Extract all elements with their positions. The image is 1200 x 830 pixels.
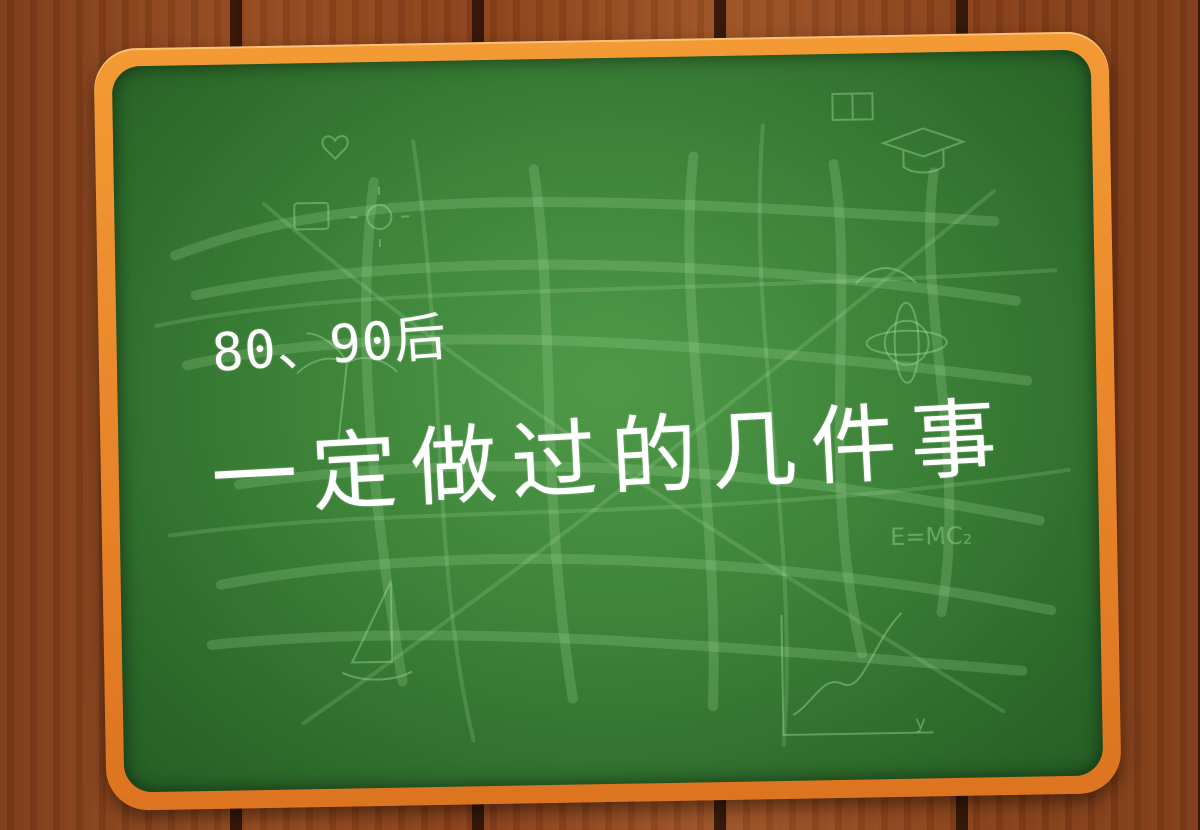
graduation-cap-doodle — [880, 127, 967, 174]
sun-doodle — [366, 203, 393, 230]
graph-axes-doodle — [780, 614, 934, 736]
tree-doodle — [296, 332, 398, 443]
chalk-smudges — [154, 92, 1071, 747]
axis-label-doodle: y — [915, 712, 927, 734]
chalkboard-surface: E=MC₂ y 80、90后 一定做过的几件事 — [111, 49, 1104, 793]
chalkboard-frame: E=MC₂ y 80、90后 一定做过的几件事 — [93, 31, 1122, 811]
graph-line-doodle — [792, 612, 903, 716]
bag-doodle — [293, 201, 330, 231]
atom-doodle — [883, 319, 930, 366]
sailboat-doodle — [341, 581, 413, 681]
heart-doodle — [321, 135, 349, 161]
formula-doodle: E=MC₂ — [889, 521, 973, 552]
